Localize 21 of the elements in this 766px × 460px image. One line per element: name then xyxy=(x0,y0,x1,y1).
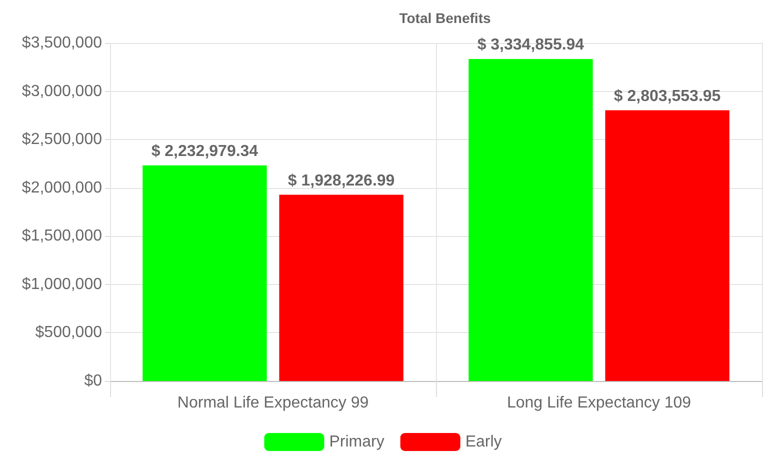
y-tick-label: $0 xyxy=(84,372,102,390)
data-label: $ 2,803,553.95 xyxy=(614,88,721,105)
y-tick-label: $2,500,000 xyxy=(22,131,102,148)
legend-label: Primary xyxy=(329,434,384,450)
legend-label: Early xyxy=(465,434,502,450)
chart-title: Total Benefits xyxy=(399,10,491,26)
data-label: $ 3,334,855.94 xyxy=(477,36,584,54)
y-tick-label: $1,500,000 xyxy=(22,228,102,245)
y-tick-label: $1,000,000 xyxy=(22,276,102,293)
bar xyxy=(468,58,593,381)
x-tick-label: Normal Life Expectancy 99 xyxy=(177,394,369,412)
bar xyxy=(279,194,404,381)
y-tick-label: $3,500,000 xyxy=(22,34,102,52)
y-tick-label: $500,000 xyxy=(35,324,102,342)
y-tick-label: $2,000,000 xyxy=(22,179,102,196)
y-tick-label: $3,000,000 xyxy=(22,82,102,100)
bar xyxy=(142,165,267,381)
bar xyxy=(605,110,730,381)
data-label: $ 1,928,226.99 xyxy=(288,172,395,190)
x-tick-label: Long Life Expectancy 109 xyxy=(506,394,692,412)
data-label: $ 2,232,979.34 xyxy=(151,142,258,160)
